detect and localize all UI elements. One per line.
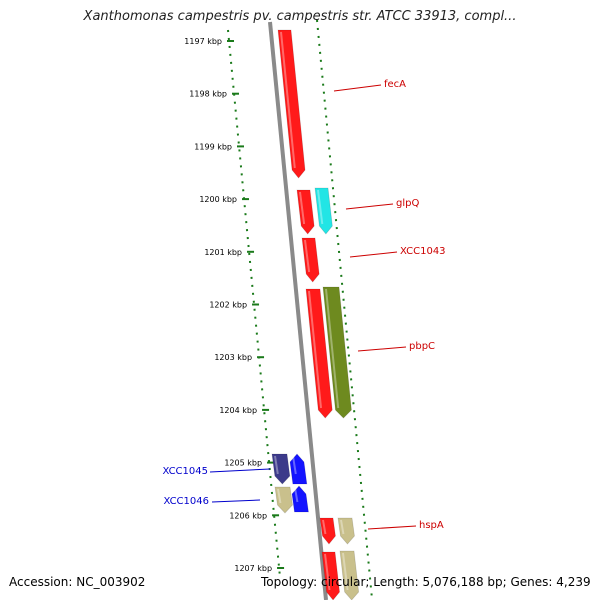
gene-pbpc-red[interactable]	[305, 288, 333, 419]
gene-label-text[interactable]: fecA	[384, 79, 406, 90]
genome-backbone	[268, 21, 328, 600]
gene-label-text[interactable]: XCC1045	[162, 466, 208, 477]
gene-glpq[interactable]	[296, 189, 315, 235]
left-track-guide	[227, 29, 281, 576]
label-leader-line	[211, 499, 261, 503]
gene-label-text[interactable]: XCC1046	[163, 496, 209, 507]
label-leader-line	[345, 203, 394, 210]
label-leader-line	[209, 468, 271, 473]
kbp-tick-label: 1206 kbp	[229, 511, 267, 520]
gene-hspa[interactable]	[319, 517, 336, 545]
gene-labels: fecA glpQ XCC1043 pbpC hspA XCC1045 XCC1046	[162, 79, 445, 531]
gene-khaki-bottom[interactable]	[339, 550, 360, 600]
gene-features	[271, 29, 360, 600]
gene-label-text[interactable]: hspA	[419, 520, 444, 531]
gene-label-xcc1043[interactable]: XCC1043	[349, 246, 446, 258]
gene-label-xcc1045[interactable]: XCC1045	[162, 466, 271, 477]
kbp-tick-label: 1202 kbp	[209, 301, 247, 310]
gene-label-text[interactable]: glpQ	[396, 198, 419, 209]
gene-label-xcc1046[interactable]: XCC1046	[163, 496, 261, 507]
gene-pbpc[interactable]	[322, 286, 352, 419]
label-leader-line	[349, 251, 398, 258]
label-leader-line	[357, 346, 407, 352]
kbp-tick-label: 1198 kbp	[189, 90, 227, 99]
genome-summary-text: Topology: circular; Length: 5,076,188 bp…	[261, 575, 591, 589]
gene-xcc1043[interactable]	[301, 237, 320, 283]
gene-label-glpq[interactable]: glpQ	[345, 198, 419, 210]
kbp-tick-label: 1199 kbp	[194, 142, 232, 151]
kbp-tick-label: 1197 kbp	[184, 37, 222, 46]
gene-cyan[interactable]	[314, 187, 333, 235]
gene-xcc1045-navy[interactable]	[271, 453, 291, 485]
gene-label-text[interactable]: XCC1043	[400, 246, 446, 257]
gene-label-feca[interactable]: fecA	[333, 79, 406, 92]
gene-hspa-khaki[interactable]	[337, 517, 355, 545]
map-title: Xanthomonas campestris pv. campestris st…	[83, 9, 517, 24]
track-guides	[227, 19, 374, 600]
gene-label-pbpc[interactable]: pbpC	[357, 341, 435, 352]
kbp-tick-label: 1200 kbp	[199, 195, 237, 204]
accession-text: Accession: NC_003902	[9, 575, 146, 589]
kbp-tick-label: 1207 kbp	[234, 564, 272, 573]
gene-xcc1046-blue[interactable]	[291, 485, 309, 513]
gene-label-hspa[interactable]: hspA	[367, 520, 444, 531]
right-track-guide	[316, 19, 374, 600]
gene-xcc1046-khaki[interactable]	[274, 486, 293, 514]
gene-xcc1045-blue[interactable]	[289, 453, 308, 485]
gene-feca[interactable]	[277, 29, 306, 179]
kbp-tick-label: 1205 kbp	[224, 459, 262, 468]
kbp-tick-label: 1201 kbp	[204, 248, 242, 257]
kbp-ticks: 1197 kbp 1198 kbp 1199 kbp 1200 kbp 1201 kbp…	[184, 37, 285, 573]
gene-label-text[interactable]: pbpC	[409, 341, 435, 352]
gene-red-bottom[interactable]	[321, 551, 340, 600]
label-leader-line	[333, 84, 382, 92]
label-leader-line	[367, 525, 417, 530]
kbp-tick-label: 1204 kbp	[219, 406, 257, 415]
kbp-tick-label: 1203 kbp	[214, 353, 252, 362]
